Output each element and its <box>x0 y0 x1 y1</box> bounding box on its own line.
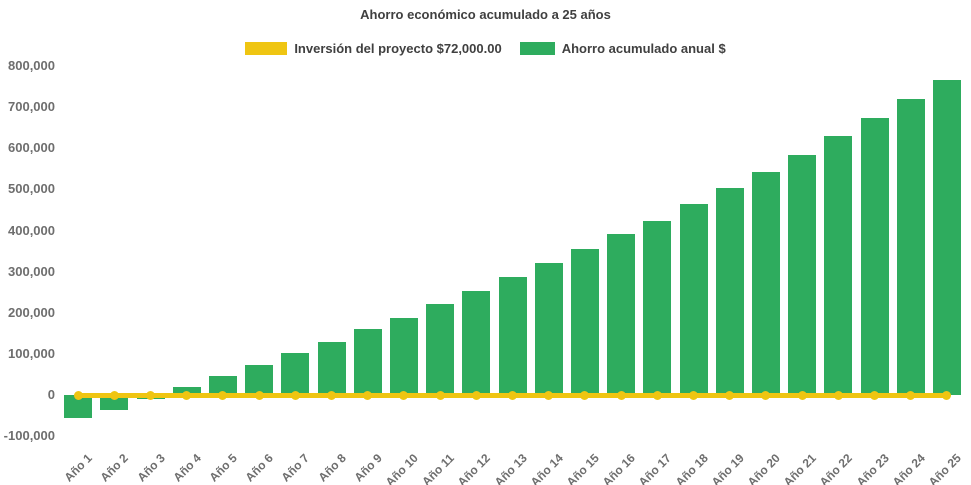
bar-año-7 <box>281 353 309 395</box>
investment-line-marker-10 <box>399 391 408 400</box>
investment-line-marker-17 <box>653 391 662 400</box>
y-axis-label-0: 0 <box>47 387 55 402</box>
chart-title: Ahorro económico acumulado a 25 años <box>360 7 611 22</box>
bar-año-17 <box>643 221 671 395</box>
y-axis-label-800000: 800,000 <box>8 58 55 73</box>
investment-line-marker-12 <box>472 391 481 400</box>
investment-line-marker-23 <box>870 391 879 400</box>
bar-año-8 <box>318 342 346 395</box>
investment-line-marker-22 <box>834 391 843 400</box>
investment-line-marker-14 <box>544 391 553 400</box>
y-axis-label-100000: 100,000 <box>8 346 55 361</box>
legend-item-investment: Inversión del proyecto $72,000.00 <box>245 41 502 56</box>
investment-line-marker-2 <box>110 391 119 400</box>
investment-line-marker-20 <box>761 391 770 400</box>
investment-line-marker-15 <box>580 391 589 400</box>
bar-año-6 <box>245 365 273 395</box>
y-axis-label-600000: 600,000 <box>8 140 55 155</box>
bar-año-14 <box>535 263 563 395</box>
y-axis-label-500000: 500,000 <box>8 181 55 196</box>
investment-line-marker-13 <box>508 391 517 400</box>
investment-line-marker-19 <box>725 391 734 400</box>
legend-item-savings: Ahorro acumulado anual $ <box>519 41 726 56</box>
bar-año-13 <box>499 277 527 395</box>
investment-line-marker-3 <box>146 391 155 400</box>
investment-line-marker-4 <box>182 391 191 400</box>
y-axis-label-300000: 300,000 <box>8 264 55 279</box>
investment-line-marker-1 <box>74 391 83 400</box>
legend-label-savings: Ahorro acumulado anual $ <box>561 41 726 56</box>
bar-año-12 <box>462 291 490 395</box>
investment-line-swatch-icon <box>245 42 288 55</box>
y-axis-label-700000: 700,000 <box>8 99 55 114</box>
bar-año-23 <box>861 118 889 395</box>
bar-año-2 <box>100 395 128 410</box>
investment-line-marker-24 <box>906 391 915 400</box>
investment-line-marker-18 <box>689 391 698 400</box>
investment-line-marker-21 <box>798 391 807 400</box>
x-axis-label-año-1: Año 1 <box>61 451 95 485</box>
bar-año-9 <box>354 329 382 395</box>
investment-line-marker-16 <box>617 391 626 400</box>
legend: Inversión del proyecto $72,000.00 Ahorro… <box>0 41 971 56</box>
legend-label-investment: Inversión del proyecto $72,000.00 <box>294 41 502 56</box>
bar-año-1 <box>64 395 92 418</box>
bar-año-21 <box>788 155 816 395</box>
bar-año-11 <box>426 304 454 395</box>
investment-line-marker-8 <box>327 391 336 400</box>
savings-bar-swatch-icon <box>519 42 555 55</box>
y-axis-label--100000: -100,000 <box>3 428 55 443</box>
investment-line-marker-7 <box>291 391 300 400</box>
bar-año-5 <box>209 376 237 395</box>
investment-line-marker-11 <box>436 391 445 400</box>
investment-line-marker-9 <box>363 391 372 400</box>
bar-año-15 <box>571 249 599 395</box>
investment-line-marker-25 <box>942 391 951 400</box>
investment-line-marker-5 <box>218 391 227 400</box>
bar-año-25 <box>933 80 961 395</box>
bar-año-19 <box>716 188 744 395</box>
bar-año-24 <box>897 99 925 395</box>
bar-año-18 <box>680 204 708 395</box>
bar-año-10 <box>390 318 418 395</box>
bar-año-20 <box>752 172 780 395</box>
bar-año-22 <box>824 136 852 395</box>
investment-line-marker-6 <box>255 391 264 400</box>
y-axis-label-400000: 400,000 <box>8 223 55 238</box>
y-axis-label-200000: 200,000 <box>8 305 55 320</box>
bar-año-16 <box>607 234 635 395</box>
